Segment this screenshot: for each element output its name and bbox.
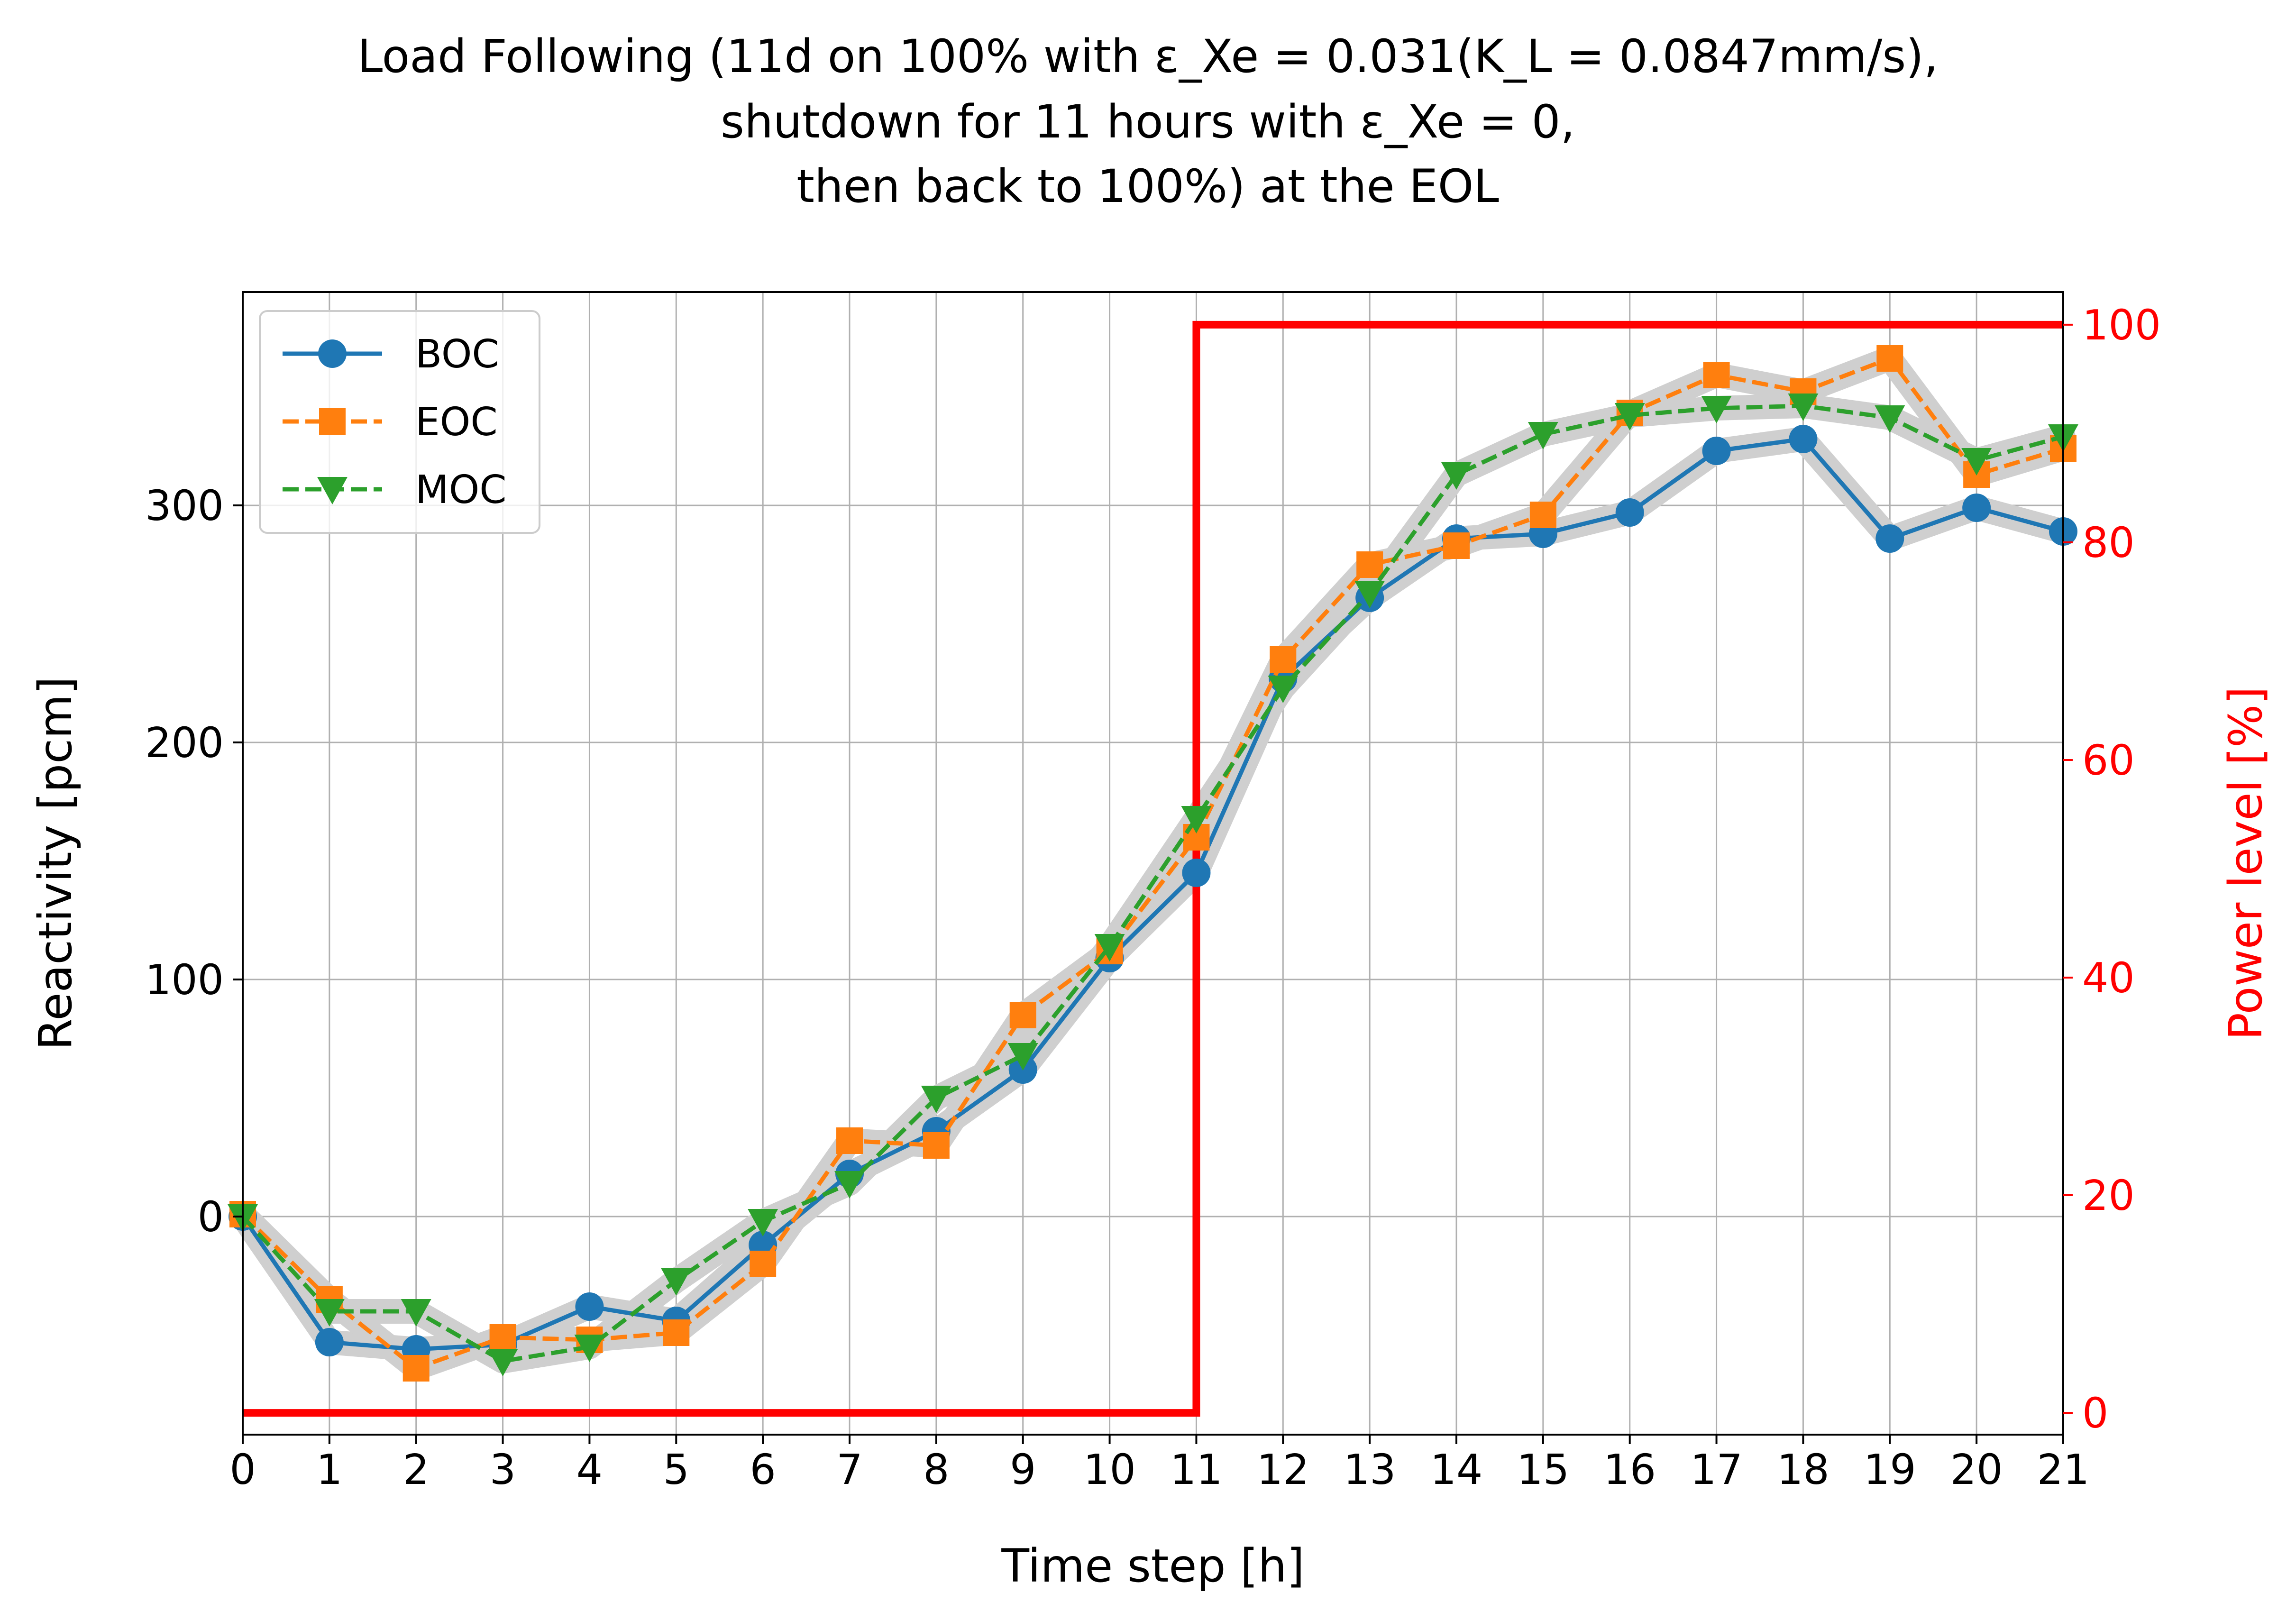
legend-entry-moc: MOC bbox=[283, 467, 507, 513]
data-point-moc bbox=[314, 1299, 345, 1327]
x-tick-label: 13 bbox=[1344, 1446, 1396, 1494]
data-point-moc bbox=[1528, 422, 1558, 449]
x-tick-label: 3 bbox=[490, 1446, 516, 1494]
data-point-moc bbox=[574, 1335, 605, 1362]
data-point-moc bbox=[834, 1171, 865, 1199]
y2-tick-label: 40 bbox=[2082, 954, 2135, 1002]
data-point-eoc bbox=[750, 1251, 777, 1277]
x-tick-label: 11 bbox=[1170, 1446, 1223, 1494]
data-point-moc bbox=[1181, 806, 1212, 833]
chart-title-line-2: shutdown for 11 hours with ε_Xe = 0, bbox=[721, 95, 1575, 148]
data-point-moc bbox=[1614, 403, 1645, 430]
data-point-moc bbox=[1701, 396, 1732, 423]
legend-marker-moc bbox=[317, 477, 348, 504]
x-tick-label: 15 bbox=[1517, 1446, 1569, 1494]
legend-label-eoc: EOC bbox=[415, 400, 498, 445]
series-moc bbox=[228, 394, 2078, 1376]
x-tick-label: 21 bbox=[2037, 1446, 2090, 1494]
x-tick-label: 1 bbox=[316, 1446, 342, 1494]
chart-title-line-3: then back to 100%) at the EOL bbox=[796, 160, 1499, 213]
x-tick-label: 2 bbox=[403, 1446, 429, 1494]
data-point-eoc bbox=[1529, 502, 1556, 528]
data-point-moc bbox=[661, 1268, 692, 1296]
x-tick-label: 7 bbox=[836, 1446, 862, 1494]
x-tick-label: 5 bbox=[663, 1446, 689, 1494]
y2-tick-label: 60 bbox=[2082, 736, 2135, 785]
data-point-moc bbox=[1441, 462, 1472, 490]
reactivity-series bbox=[228, 345, 2078, 1382]
data-point-boc bbox=[1702, 437, 1731, 465]
data-point-moc bbox=[1354, 581, 1385, 608]
legend-label-moc: MOC bbox=[415, 467, 507, 513]
series-line-boc bbox=[241, 437, 2064, 1352]
series-boc bbox=[229, 425, 2077, 1364]
legend-label-boc: BOC bbox=[415, 332, 499, 377]
legend: BOC EOC MOC bbox=[259, 310, 540, 534]
plot-frame bbox=[242, 291, 2064, 1436]
x-tick-label: 9 bbox=[1010, 1446, 1036, 1494]
data-point-boc bbox=[1875, 524, 1904, 553]
x-tick-label: 6 bbox=[750, 1446, 776, 1494]
series-line-eoc bbox=[241, 356, 2064, 1371]
data-point-boc bbox=[1182, 859, 1211, 887]
y-tick-label: 200 bbox=[145, 719, 224, 767]
axis-ticks: 0 1 2 3 4 5 6 7 8 9 10 11 12 13 14 15 16 17 18 19 20 21010020… bbox=[145, 301, 2161, 1494]
data-point-boc bbox=[1615, 498, 1644, 527]
legend-marker-boc bbox=[318, 339, 347, 368]
legend-marker-eoc bbox=[319, 408, 346, 435]
data-point-moc bbox=[1961, 448, 1992, 476]
data-point-eoc bbox=[836, 1127, 863, 1154]
x-tick-label: 14 bbox=[1430, 1446, 1483, 1494]
data-point-eoc bbox=[1876, 345, 1903, 372]
data-point-eoc bbox=[1703, 362, 1730, 388]
data-point-eoc bbox=[402, 1355, 430, 1382]
x-tick-label: 10 bbox=[1083, 1446, 1136, 1494]
y-axis-label: Reactivity [pcm] bbox=[29, 677, 82, 1050]
data-point-moc bbox=[1094, 934, 1125, 961]
chart-title: Load Following (11d on 100% with ε_Xe = … bbox=[357, 30, 1939, 213]
data-point-moc bbox=[1268, 676, 1299, 703]
data-point-eoc bbox=[1443, 532, 1470, 559]
y-tick-label: 300 bbox=[145, 482, 224, 530]
data-point-moc bbox=[1788, 394, 1819, 421]
x-tick-label: 17 bbox=[1690, 1446, 1743, 1494]
data-point-eoc bbox=[923, 1132, 950, 1159]
x-tick-label: 8 bbox=[923, 1446, 949, 1494]
data-point-eoc bbox=[1270, 646, 1297, 673]
y2-tick-label: 80 bbox=[2082, 519, 2135, 567]
x-tick-label: 4 bbox=[576, 1446, 603, 1494]
data-point-moc bbox=[1007, 1043, 1038, 1071]
x-tick-label: 18 bbox=[1777, 1446, 1829, 1494]
data-point-eoc bbox=[663, 1319, 690, 1346]
series-line-moc bbox=[241, 403, 2064, 1364]
data-point-boc bbox=[1962, 494, 1991, 522]
data-point-eoc bbox=[1356, 551, 1383, 578]
legend-entry-boc: BOC bbox=[283, 332, 499, 377]
data-point-moc bbox=[921, 1086, 951, 1113]
y2-tick-label: 20 bbox=[2082, 1172, 2135, 1220]
y-tick-label: 0 bbox=[198, 1193, 224, 1241]
data-point-moc bbox=[401, 1299, 431, 1327]
data-point-boc bbox=[575, 1292, 604, 1321]
x-tick-label: 20 bbox=[1950, 1446, 2003, 1494]
data-point-moc bbox=[748, 1209, 778, 1236]
data-point-moc bbox=[487, 1349, 518, 1376]
y-tick-label: 100 bbox=[145, 956, 224, 1004]
y2-tick-label: 0 bbox=[2082, 1389, 2108, 1437]
data-point-boc bbox=[315, 1328, 344, 1356]
legend-entry-eoc: EOC bbox=[283, 400, 498, 445]
x-axis-label: Time step [h] bbox=[1001, 1539, 1304, 1593]
x-tick-label: 0 bbox=[229, 1446, 256, 1494]
data-point-moc bbox=[1875, 405, 1905, 433]
data-point-boc bbox=[1789, 425, 1818, 453]
chart-title-line-1: Load Following (11d on 100% with ε_Xe = … bbox=[357, 30, 1939, 83]
x-tick-label: 19 bbox=[1864, 1446, 1916, 1494]
data-point-eoc bbox=[489, 1324, 516, 1351]
x-tick-label: 16 bbox=[1603, 1446, 1656, 1494]
y2-axis-label: Power level [%] bbox=[2219, 686, 2272, 1040]
x-tick-label: 12 bbox=[1257, 1446, 1309, 1494]
data-point-eoc bbox=[1009, 1002, 1036, 1028]
y2-tick-label: 100 bbox=[2082, 301, 2161, 349]
